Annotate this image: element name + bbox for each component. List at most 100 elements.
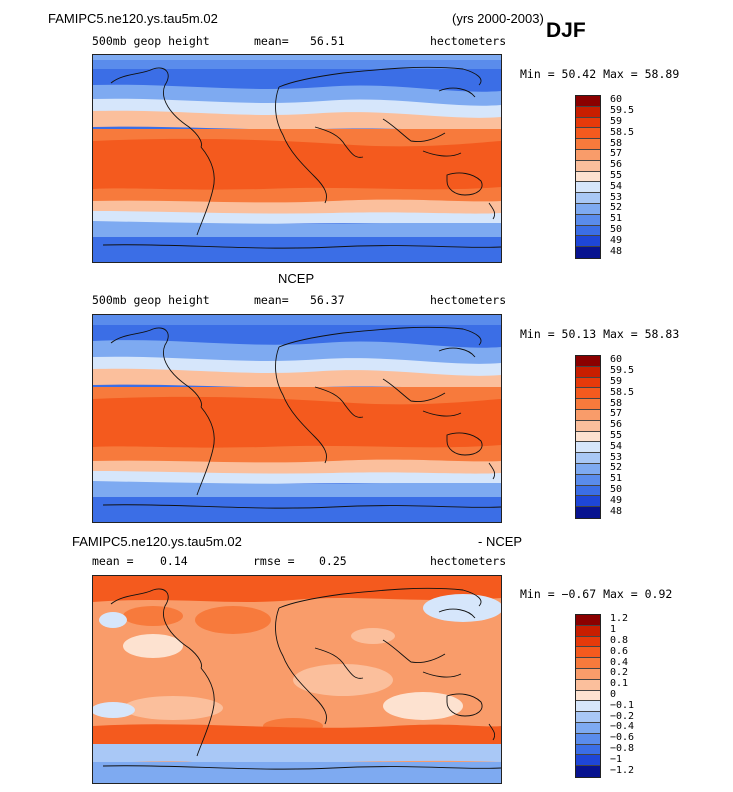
colorbar-swatch <box>576 203 600 215</box>
colorbar-label: 54 <box>610 180 623 192</box>
panel2-variable: 500mb geop height <box>92 293 210 307</box>
panel2-minmax: Min = 50.13 Max = 58.83 <box>520 327 680 341</box>
colorbar-swatch <box>576 182 600 194</box>
colorbar-swatch <box>576 377 600 389</box>
colorbar-swatch <box>576 625 600 637</box>
colorbar-swatch <box>576 225 600 237</box>
colorbar-label: 49 <box>610 234 623 246</box>
colorbar-label: −1 <box>610 753 623 765</box>
colorbar-swatch <box>576 615 600 626</box>
colorbar-swatch <box>576 160 600 172</box>
colorbar-label: 52 <box>610 462 623 474</box>
panel1-minmax: Min = 50.42 Max = 58.89 <box>520 67 680 81</box>
colorbar-label: 58 <box>610 137 623 149</box>
panel3-colorbar <box>575 614 601 778</box>
years-label: (yrs 2000-2003) <box>452 11 544 26</box>
colorbar-label: 0.1 <box>610 678 629 690</box>
colorbar-label: 0.4 <box>610 656 629 668</box>
colorbar-label: 57 <box>610 408 623 420</box>
colorbar-label: 48 <box>610 505 623 517</box>
colorbar-swatch <box>576 755 600 767</box>
colorbar-swatch <box>576 668 600 680</box>
panel2-colorbar <box>575 355 601 519</box>
colorbar-label: 1.2 <box>610 613 629 625</box>
colorbar-swatch <box>576 171 600 183</box>
colorbar-label: 0 <box>610 689 617 700</box>
panel3-mean-label: mean = <box>92 554 134 568</box>
colorbar-swatch <box>576 744 600 756</box>
panel3-title-left: FAMIPC5.ne120.ys.tau5m.02 <box>72 534 242 549</box>
colorbar-swatch <box>576 388 600 400</box>
panel3-units: hectometers <box>430 554 507 568</box>
colorbar-label: 58.5 <box>610 126 635 138</box>
colorbar-label: 0.2 <box>610 667 629 679</box>
colorbar-label: −1.2 <box>610 764 635 776</box>
colorbar-swatch <box>576 453 600 464</box>
colorbar-label: 54 <box>610 440 623 452</box>
colorbar-label: 56 <box>610 419 623 431</box>
panel3-minmax: Min = −0.67 Max = 0.92 <box>520 587 673 601</box>
colorbar-swatch <box>576 766 600 777</box>
colorbar-swatch <box>576 474 600 486</box>
colorbar-swatch <box>576 117 600 129</box>
colorbar-label: −0.2 <box>610 710 635 722</box>
panel1-variable: 500mb geop height <box>92 34 210 48</box>
colorbar-swatch <box>576 399 600 410</box>
panel3-mean-value: 0.14 <box>160 554 188 568</box>
colorbar-label: 49 <box>610 494 623 506</box>
colorbar-label: 50 <box>610 484 623 495</box>
colorbar-label: 53 <box>610 451 623 463</box>
colorbar-swatch <box>576 485 600 497</box>
panel1-mean-value: 56.51 <box>310 34 345 48</box>
colorbar-label: 56 <box>610 159 623 171</box>
colorbar-label: 59.5 <box>610 365 635 377</box>
colorbar-swatch <box>576 722 600 734</box>
colorbar-label: 55 <box>610 170 623 181</box>
colorbar-swatch <box>576 636 600 648</box>
colorbar-swatch <box>576 496 600 508</box>
colorbar-swatch <box>576 507 600 518</box>
colorbar-label: 0.6 <box>610 645 629 657</box>
colorbar-swatch <box>576 193 600 204</box>
colorbar-label: 55 <box>610 430 623 441</box>
colorbar-swatch <box>576 366 600 378</box>
panel2-mean-value: 56.37 <box>310 293 345 307</box>
colorbar-swatch <box>576 247 600 258</box>
panel2-units: hectometers <box>430 293 507 307</box>
colorbar-swatch <box>576 356 600 367</box>
panel2-map <box>92 314 502 523</box>
colorbar-label: 60 <box>610 354 623 366</box>
colorbar-label: −0.1 <box>610 699 635 711</box>
colorbar-swatch <box>576 236 600 248</box>
colorbar-label: −0.4 <box>610 721 635 733</box>
panel1-colorbar <box>575 95 601 259</box>
colorbar-label: −0.6 <box>610 732 635 744</box>
colorbar-label: 58.5 <box>610 386 635 398</box>
panel3-title-right: - NCEP <box>478 534 523 549</box>
colorbar-swatch <box>576 139 600 150</box>
colorbar-swatch <box>576 690 600 702</box>
panel3-rmse-label: rmse = <box>253 554 295 568</box>
colorbar-swatch <box>576 712 600 723</box>
colorbar-swatch <box>576 442 600 454</box>
colorbar-label: 59 <box>610 376 623 387</box>
colorbar-swatch <box>576 647 600 659</box>
colorbar-swatch <box>576 149 600 161</box>
colorbar-swatch <box>576 431 600 443</box>
colorbar-label: 51 <box>610 213 623 225</box>
panel3-rmse-value: 0.25 <box>319 554 347 568</box>
colorbar-label: 59.5 <box>610 105 635 117</box>
case-title: FAMIPC5.ne120.ys.tau5m.02 <box>48 11 218 26</box>
panel1-units: hectometers <box>430 34 507 48</box>
colorbar-label: 48 <box>610 245 623 257</box>
colorbar-label: 53 <box>610 191 623 203</box>
panel1-map <box>92 54 502 263</box>
colorbar-swatch <box>576 679 600 691</box>
colorbar-swatch <box>576 701 600 713</box>
colorbar-swatch <box>576 128 600 140</box>
colorbar-label: 58 <box>610 397 623 409</box>
colorbar-swatch <box>576 658 600 669</box>
colorbar-swatch <box>576 106 600 118</box>
panel2-mean-label: mean= <box>254 293 289 307</box>
panel1-mean-label: mean= <box>254 34 289 48</box>
